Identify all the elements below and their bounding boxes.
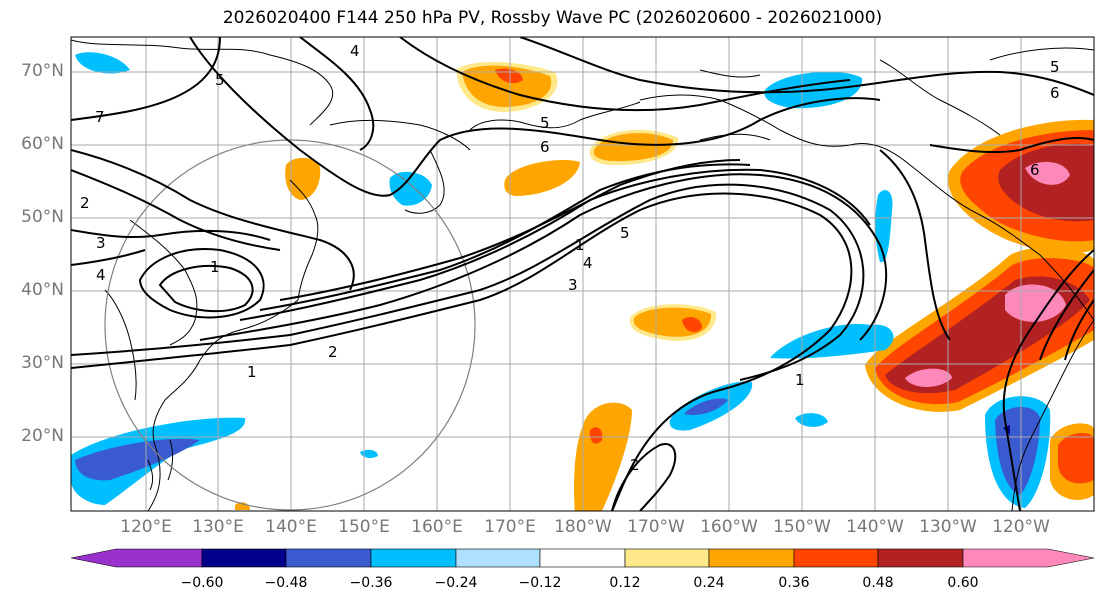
anomaly-negative [684, 398, 728, 416]
colorbar-segment [708, 548, 795, 568]
contour-label-group: 4 5 7 5 6 1 5 4 3 2 3 4 1 2 1 1 2 6 6 5 [80, 42, 1060, 474]
anomaly-negative [360, 449, 378, 459]
colorbar-segment [624, 548, 710, 568]
colorbar-segment [793, 548, 879, 568]
contour-label: 5 [540, 114, 550, 132]
contour-label: 2 [328, 343, 338, 361]
contour-label: 1 [575, 236, 585, 254]
longitude-label: 150°E [338, 517, 390, 537]
colorbar-tick-label: 0.36 [778, 575, 810, 591]
contour-label: 6 [1050, 84, 1060, 102]
contour-label: 3 [568, 276, 578, 294]
anomaly-positive [905, 368, 952, 387]
latitude-label: 60°N [21, 134, 64, 154]
pv-contours [71, 37, 1094, 511]
longitude-label: 170°E [484, 517, 536, 537]
contour-label: 4 [350, 42, 360, 60]
longitude-label: 150°W [773, 517, 831, 537]
colorbar-tick-label: −0.60 [180, 575, 224, 591]
contour-label: 5 [1050, 58, 1060, 76]
anomaly-negative [875, 190, 893, 263]
contour-label: 2 [630, 456, 640, 474]
latitude-label: 40°N [21, 280, 64, 300]
latitude-label: 20°N [21, 426, 64, 446]
latitude-label: 70°N [21, 61, 64, 81]
colorbar-segment [539, 548, 626, 568]
colorbar-tick-label: 0.48 [862, 575, 894, 591]
colorbar-segment [455, 548, 541, 568]
contour-label: 1 [795, 371, 805, 389]
anomaly-positive [1025, 161, 1070, 185]
colorbar-extend-low [70, 548, 203, 568]
colorbar-segment [285, 548, 372, 568]
anomaly-positive [1058, 433, 1094, 484]
anomaly-positive [589, 427, 603, 444]
colorbar [70, 548, 1095, 568]
anomaly-positive [574, 402, 632, 511]
contour-label: 7 [95, 108, 105, 126]
longitude-label: 170°W [627, 517, 685, 537]
latitude-label: 50°N [21, 207, 64, 227]
contour-label: 2 [80, 194, 90, 212]
anomaly-positive [682, 317, 702, 333]
colorbar-segment [201, 548, 287, 568]
colorbar-segment [877, 548, 964, 568]
colorbar-segment [370, 548, 457, 568]
colorbar-tick-label: −0.24 [434, 575, 478, 591]
anomaly-positive [593, 133, 674, 162]
longitude-label: 130°W [919, 517, 977, 537]
contour-label: 6 [1030, 161, 1040, 179]
anomaly-negative [75, 52, 130, 74]
anomaly-positive [1005, 284, 1066, 322]
longitude-label: 180°W [554, 517, 612, 537]
longitude-label: 120°E [120, 517, 172, 537]
anomaly-negative [389, 171, 432, 206]
longitude-label: 130°E [192, 517, 244, 537]
anomaly-positive [285, 157, 321, 200]
gridlines [71, 37, 1094, 511]
longitude-label: 120°W [992, 517, 1050, 537]
longitude-label: 160°W [700, 517, 758, 537]
contour-label: 1 [210, 258, 220, 276]
colorbar-tick-label: −0.48 [264, 575, 308, 591]
colorbar-tick-label: 0.24 [693, 575, 725, 591]
colorbar-tick-label: 0.12 [609, 575, 641, 591]
anomaly-positive [504, 160, 580, 196]
colorbar-tick-label: −0.36 [349, 575, 393, 591]
map-frame [70, 36, 1095, 512]
contour-label: 1 [247, 363, 257, 381]
contour-label: 5 [620, 224, 630, 242]
contour-label: 6 [540, 138, 550, 156]
contour-label: 4 [96, 266, 106, 284]
reference-circle [104, 139, 476, 511]
colorbar-extend-high [962, 548, 1095, 568]
contour-label: 4 [583, 254, 593, 272]
figure-title: 2026020400 F144 250 hPa PV, Rossby Wave … [222, 8, 883, 28]
latitude-label: 30°N [21, 353, 64, 373]
anomaly-negative [795, 413, 828, 427]
colorbar-tick-label: 0.60 [947, 575, 979, 591]
contour-label: 5 [215, 71, 225, 89]
anomaly-negative [75, 438, 200, 481]
longitude-label: 160°E [411, 517, 463, 537]
shaded-anomalies [71, 52, 1094, 511]
colorbar-tick-label: −0.12 [518, 575, 562, 591]
contour-label: 3 [96, 234, 106, 252]
longitude-label: 140°E [265, 517, 317, 537]
longitude-label: 140°W [846, 517, 904, 537]
